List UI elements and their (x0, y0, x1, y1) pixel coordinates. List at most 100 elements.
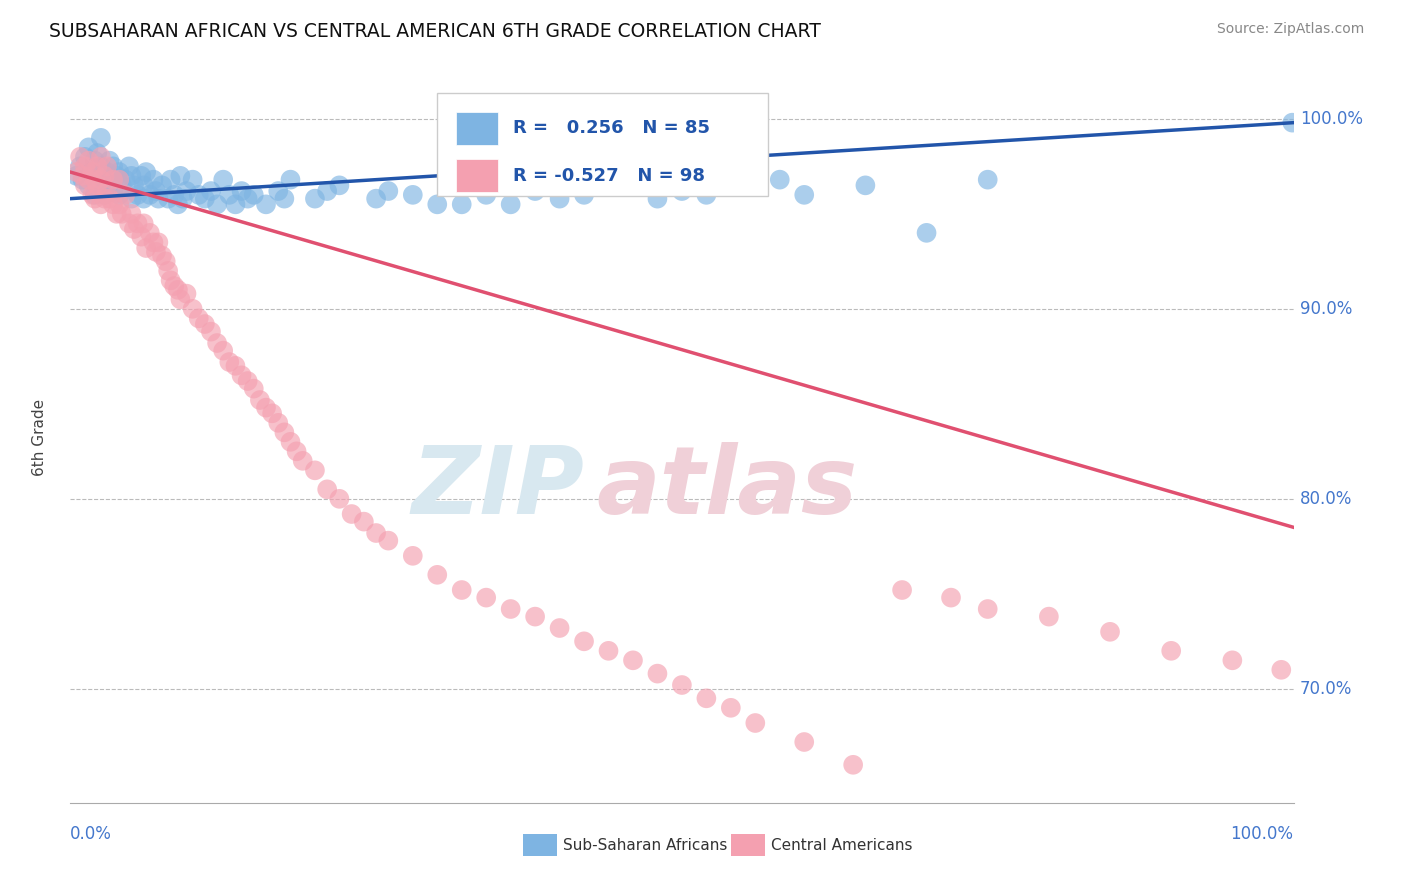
Point (77, 178, 100, 193)
Point (150, 249, 173, 263)
Point (187, 311, 209, 326)
Point (181, 301, 204, 316)
Point (132, 216, 155, 230)
Point (793, 735, 815, 749)
Point (499, 602, 522, 616)
Point (108, 197, 131, 211)
Point (90, 172, 112, 186)
Point (83, 192, 105, 206)
FancyBboxPatch shape (731, 834, 765, 856)
Point (167, 197, 190, 211)
Text: 0.0%: 0.0% (70, 825, 112, 843)
Point (976, 172, 998, 186)
Point (572, 634, 595, 648)
Point (148, 235, 170, 250)
Point (167, 283, 190, 297)
Text: R =   0.256   N = 85: R = 0.256 N = 85 (513, 119, 710, 137)
Point (231, 184, 253, 198)
Point (450, 582, 472, 597)
Point (65, 165, 87, 179)
Point (280, 434, 302, 449)
Point (671, 184, 693, 198)
Point (139, 187, 162, 202)
Point (304, 192, 326, 206)
Point (96, 172, 118, 186)
Point (671, 678, 693, 692)
Point (114, 172, 136, 186)
Point (285, 444, 308, 458)
Point (148, 192, 170, 206)
Point (1099, 624, 1122, 639)
Point (73, 150, 96, 164)
Point (145, 184, 167, 198)
Point (353, 515, 375, 529)
Point (891, 582, 914, 597)
Point (121, 207, 143, 221)
Point (224, 197, 246, 211)
Point (101, 197, 124, 211)
Point (695, 691, 717, 706)
Point (82, 165, 104, 179)
FancyBboxPatch shape (456, 112, 499, 145)
Point (249, 392, 271, 407)
Point (855, 178, 877, 193)
Point (132, 178, 155, 193)
Point (73, 159, 96, 173)
Point (475, 187, 498, 202)
Point (524, 609, 547, 624)
Point (1038, 609, 1060, 624)
Text: 6th Grade: 6th Grade (32, 399, 48, 475)
Point (280, 172, 302, 186)
Point (267, 184, 290, 198)
Point (101, 184, 124, 198)
Point (163, 187, 186, 202)
Point (101, 172, 124, 186)
Point (83, 153, 105, 168)
Point (187, 187, 209, 202)
Point (316, 184, 339, 198)
Point (915, 226, 938, 240)
Point (90, 150, 112, 164)
Point (475, 591, 498, 605)
Point (1160, 644, 1182, 658)
Point (90, 197, 112, 211)
Point (194, 192, 217, 206)
Point (218, 355, 240, 369)
Point (98, 192, 121, 206)
Point (231, 368, 253, 383)
Text: ZIP: ZIP (411, 442, 583, 534)
Text: 70.0%: 70.0% (1299, 680, 1353, 698)
Point (108, 165, 131, 179)
Point (621, 653, 644, 667)
Point (90, 178, 112, 193)
Point (291, 454, 314, 468)
Point (212, 343, 235, 358)
Point (366, 192, 388, 206)
Point (77, 172, 100, 186)
Point (194, 317, 217, 331)
Point (135, 241, 157, 255)
Point (218, 187, 240, 202)
Point (610, 178, 633, 193)
Text: 100.0%: 100.0% (1230, 825, 1294, 843)
Point (236, 192, 259, 206)
Point (139, 226, 162, 240)
Point (86, 159, 108, 173)
Point (142, 235, 165, 250)
Point (205, 197, 228, 211)
Point (169, 293, 191, 307)
Point (426, 567, 449, 582)
Point (598, 644, 620, 658)
Point (69, 159, 91, 173)
Point (96, 159, 118, 173)
Text: 90.0%: 90.0% (1299, 300, 1353, 318)
Point (377, 184, 399, 198)
Point (129, 229, 152, 244)
Point (243, 187, 266, 202)
Point (155, 254, 177, 268)
Point (121, 169, 143, 183)
Text: atlas: atlas (596, 442, 858, 534)
Point (86, 146, 108, 161)
Point (157, 192, 180, 206)
Point (328, 178, 350, 193)
